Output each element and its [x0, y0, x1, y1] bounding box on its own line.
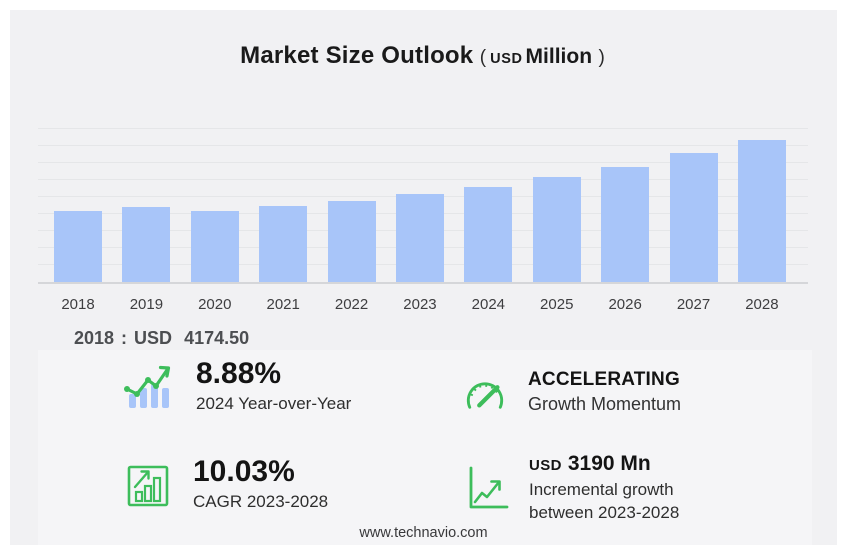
incremental-amount: 3190 Mn	[567, 452, 651, 475]
yoy-value: 8.88%	[196, 357, 282, 390]
x-axis-label-2018: 2018	[61, 296, 95, 313]
title-unit-scale: Million	[525, 45, 593, 68]
stat-momentum: ACCELERATING Growth Momentum	[462, 370, 681, 415]
incremental-label-line1: Incremental growth	[529, 480, 674, 499]
gridline-6000	[38, 179, 808, 180]
x-axis-label-2025: 2025	[540, 296, 574, 313]
chart-title: Market Size Outlook (USD Million )	[10, 42, 837, 70]
bar-2019	[122, 206, 171, 282]
bar-2026	[601, 167, 650, 282]
incremental-label-line2: between 2023-2028	[529, 502, 680, 522]
bar-trend-icon	[122, 360, 176, 412]
x-axis-label-2028: 2028	[745, 296, 779, 313]
bar-2021	[259, 206, 308, 282]
note-separator: :	[121, 328, 128, 348]
x-axis-label-2019: 2019	[129, 296, 164, 313]
x-axis-label-2027: 2027	[676, 296, 711, 313]
bars-row	[38, 129, 808, 282]
bar-2025	[532, 177, 581, 282]
gauge-icon	[462, 371, 508, 413]
chart-title-main: Market Size Outlook	[240, 42, 474, 69]
note-value: 4174.50	[184, 328, 250, 348]
x-axis-label-2023: 2023	[403, 296, 437, 313]
title-unit-currency: USD	[490, 51, 523, 67]
baseline-value-note: 2018 : USD 4174.50	[74, 328, 249, 349]
x-axis-label-2024: 2024	[471, 296, 506, 313]
website-link: www.technavio.com	[359, 525, 488, 541]
incremental-currency: USD	[529, 457, 562, 474]
gridline-8000	[38, 145, 808, 147]
bar-2022	[327, 200, 376, 282]
momentum-value: ACCELERATING	[528, 369, 680, 390]
growth-chart-icon	[125, 460, 173, 508]
cagr-label: CAGR 2023-2028	[193, 491, 329, 511]
gridline-9000	[38, 128, 808, 129]
x-axis-label-2022: 2022	[334, 296, 369, 313]
title-paren-open: (	[479, 47, 487, 68]
cagr-value: 10.03%	[193, 455, 295, 488]
bar-2027	[669, 153, 718, 282]
bar-2024	[464, 186, 513, 282]
bar-2028	[737, 140, 786, 282]
x-axis-label-2026: 2026	[608, 296, 642, 313]
bar-chart-plot-area	[38, 128, 808, 284]
incremental-value: USD 3190 Mn	[529, 452, 679, 476]
title-paren-close: )	[598, 47, 605, 68]
gridline-7000	[38, 162, 808, 163]
yoy-label: 2024 Year-over-Year	[196, 393, 352, 413]
stat-incremental: USD 3190 Mn Incremental growth between 2…	[465, 452, 679, 525]
incremental-growth-icon	[465, 464, 509, 512]
bar-2018	[54, 211, 102, 282]
momentum-label: Growth Momentum	[528, 393, 682, 414]
x-axis-labels: 2018 2019 2020 2021 2022 2023 2024 2025 2026 2027…	[38, 296, 808, 313]
x-axis-label-2021: 2021	[266, 296, 300, 313]
stat-cagr: 10.03% CAGR 2023-2028	[125, 456, 328, 512]
stats-panel	[38, 350, 812, 545]
note-year: 2018	[74, 328, 115, 348]
x-axis-label-2020: 2020	[198, 296, 232, 313]
stat-yoy: 8.88% 2024 Year-over-Year	[122, 358, 351, 414]
note-currency: USD	[134, 328, 173, 348]
bar-2023	[395, 194, 444, 282]
bar-2020	[190, 211, 239, 282]
infographic-background: Market Size Outlook (USD Million ) 2018 20…	[10, 10, 837, 545]
